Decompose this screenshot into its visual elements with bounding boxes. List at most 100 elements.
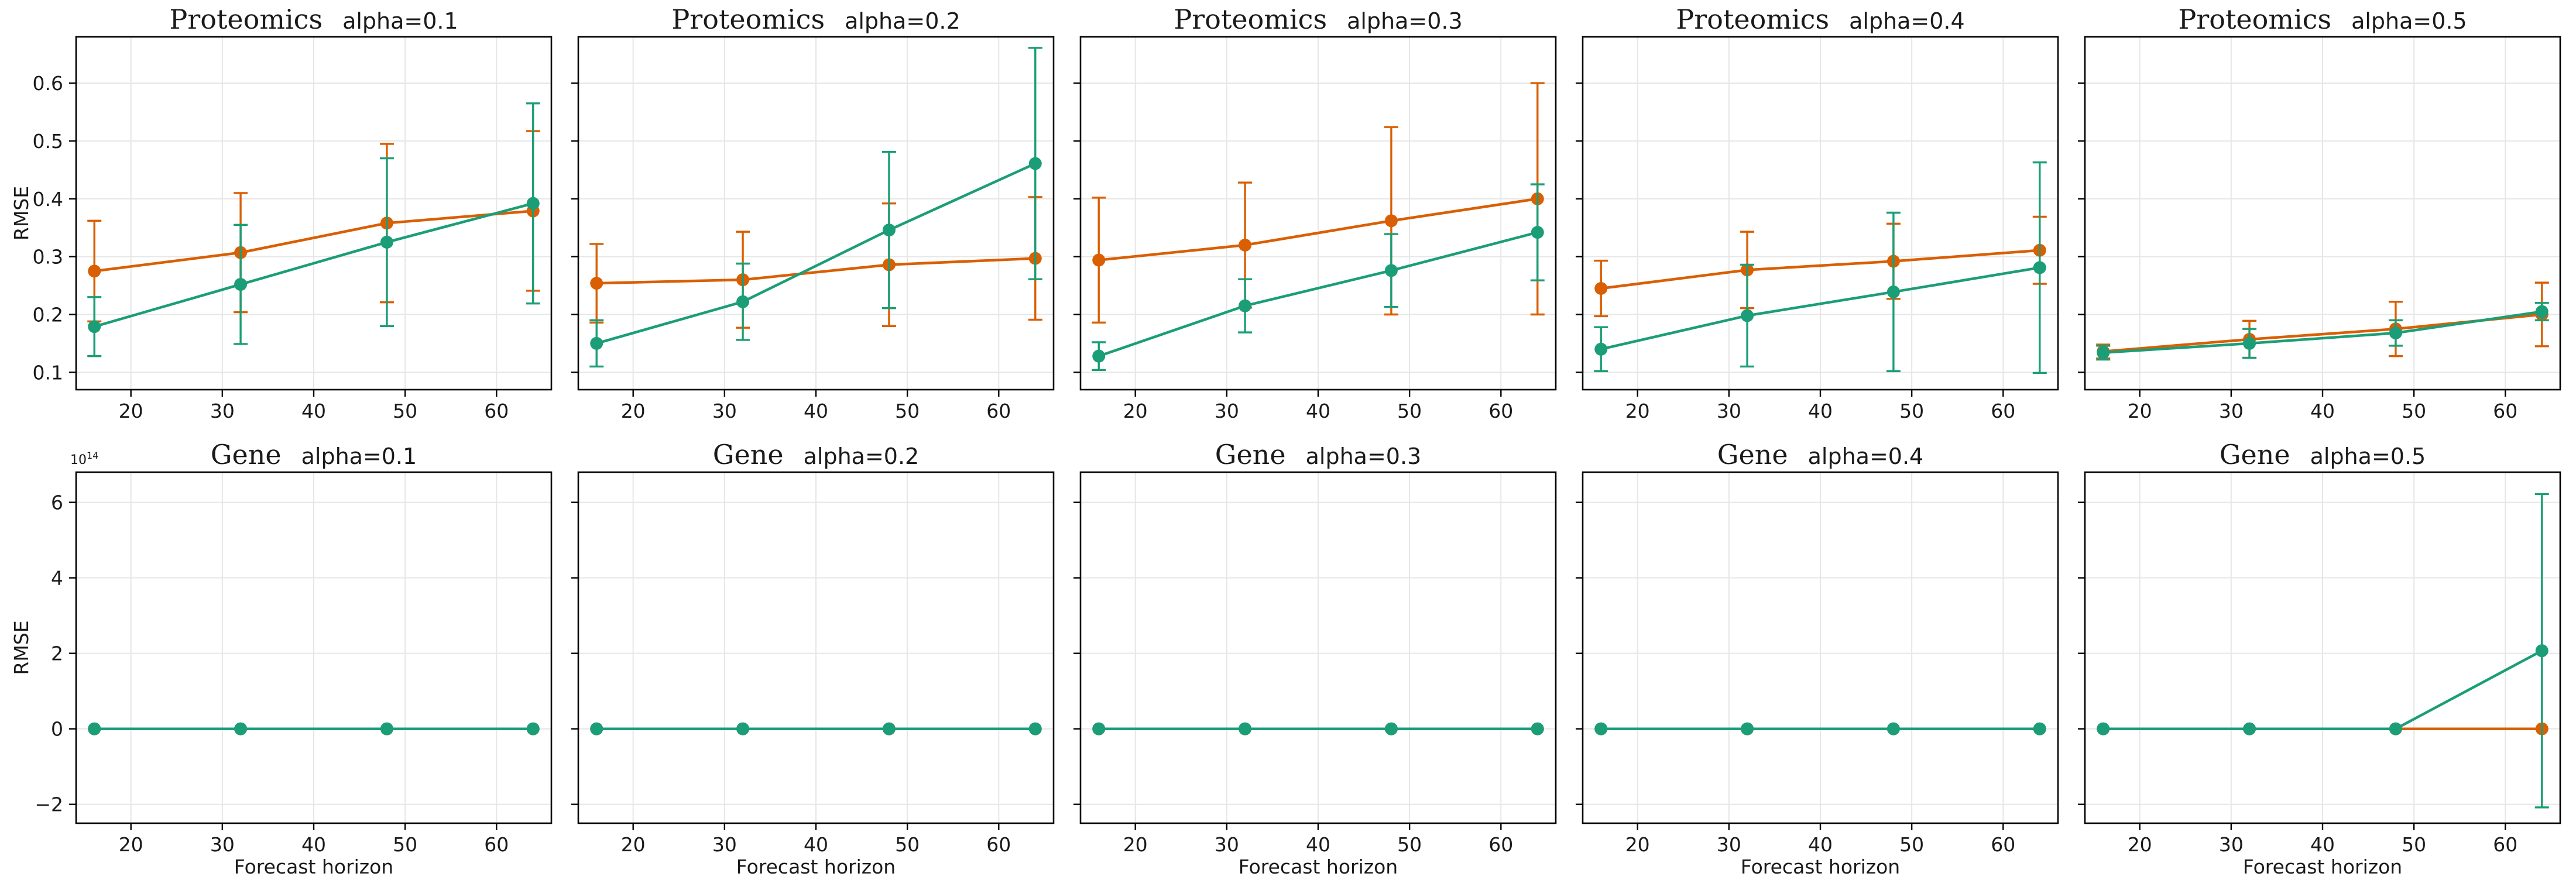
data-point — [1741, 309, 1754, 322]
data-point — [1239, 722, 1252, 735]
data-point — [1531, 226, 1544, 239]
x-tick-label: 20 — [1625, 833, 1650, 856]
data-point — [1092, 253, 1106, 267]
x-tick-label: 40 — [1808, 833, 1833, 856]
data-point — [1594, 722, 1608, 735]
panel-2: 20 30 40 50 60 Proteomics alpha=0.2 — [571, 4, 1055, 422]
x-tick-label: 40 — [2310, 400, 2335, 422]
y-tick-label: 0.5 — [33, 130, 63, 153]
x-tick-label: 50 — [2402, 833, 2426, 856]
x-tick-label: 40 — [1808, 400, 1833, 422]
data-point — [2535, 305, 2548, 318]
series-2 — [1092, 183, 1545, 372]
panel-title: Gene alpha=0.1 — [211, 439, 417, 470]
data-point — [380, 722, 393, 735]
x-tick-label: 20 — [119, 833, 143, 856]
series-2 — [1092, 722, 1544, 735]
panel-title: Gene alpha=0.3 — [1215, 439, 1421, 470]
data-point — [1092, 349, 1106, 363]
x-tick-label: 20 — [2128, 833, 2152, 856]
axes-frame — [2084, 471, 2561, 824]
x-tick-label: 30 — [210, 833, 235, 856]
series-line — [1099, 197, 1538, 262]
panel-8: 20 30 40 50 60 Gene alpha=0.3 Forecast horizon — [1073, 439, 1557, 878]
x-tick-label: 50 — [1899, 400, 1924, 422]
x-tick-label: 50 — [895, 400, 920, 422]
x-tick-label: 30 — [712, 400, 737, 422]
series-line — [2103, 649, 2543, 730]
x-tick-label: 20 — [621, 833, 646, 856]
data-point — [88, 320, 101, 333]
y-tick-label: 0.2 — [33, 303, 63, 326]
y-tick-label: 0.6 — [33, 72, 63, 95]
data-point — [1028, 157, 1042, 170]
x-tick-label: 20 — [119, 400, 143, 422]
x-tick-label: 30 — [712, 833, 737, 856]
x-tick-label: 60 — [484, 400, 509, 422]
panel-title: Proteomics alpha=0.4 — [1676, 4, 1964, 35]
x-tick-label: 30 — [2219, 833, 2244, 856]
panel-title: Proteomics alpha=0.5 — [2178, 4, 2467, 35]
x-axis-label: Forecast horizon — [1239, 855, 1398, 878]
axes-frame — [1582, 36, 2059, 391]
x-tick-label: 30 — [2219, 400, 2244, 422]
x-tick-label: 40 — [301, 400, 326, 422]
x-tick-label: 30 — [1717, 400, 1741, 422]
x-tick-label: 40 — [1306, 833, 1330, 856]
x-axis-label: Forecast horizon — [2243, 855, 2402, 878]
data-point — [2389, 722, 2402, 735]
x-tick-label: 40 — [804, 400, 828, 422]
panel-title: Gene alpha=0.2 — [713, 439, 919, 470]
data-point — [526, 197, 540, 210]
series-line — [94, 209, 533, 273]
data-point — [380, 235, 393, 249]
x-tick-label: 60 — [2493, 400, 2517, 422]
panel-title: Gene alpha=0.4 — [1717, 439, 1923, 470]
data-point — [88, 264, 101, 278]
x-tick-label: 30 — [1215, 833, 1239, 856]
y-tick-label: 0 — [51, 718, 63, 741]
data-point — [1886, 722, 1900, 735]
series-line — [1600, 249, 2040, 290]
data-point — [1594, 282, 1608, 295]
data-point — [2243, 722, 2256, 735]
axes-frame — [2084, 36, 2561, 391]
y-tick-label: 6 — [51, 491, 63, 514]
axes-frame — [1079, 36, 1557, 391]
data-point — [234, 278, 248, 291]
panel-title: Proteomics alpha=0.1 — [169, 4, 458, 35]
x-tick-label: 40 — [301, 833, 326, 856]
data-point — [2097, 722, 2110, 735]
panel-title: Proteomics alpha=0.3 — [1174, 4, 1462, 35]
x-tick-label: 50 — [393, 400, 417, 422]
data-point — [2243, 336, 2256, 350]
data-point — [88, 722, 101, 735]
data-point — [1028, 722, 1042, 735]
y-axis-label: RMSE — [10, 186, 33, 240]
y-tick-label: 0.1 — [33, 361, 63, 384]
axes-frame — [75, 471, 553, 824]
data-point — [526, 722, 540, 735]
data-point — [2033, 261, 2046, 274]
data-point — [234, 722, 248, 735]
x-tick-label: 40 — [2310, 833, 2335, 856]
panel-title: Gene alpha=0.5 — [2220, 439, 2426, 470]
x-tick-label: 30 — [1717, 833, 1741, 856]
panel-3: 20 30 40 50 60 Proteomics alpha=0.3 — [1073, 4, 1557, 422]
series-line — [1600, 266, 2040, 350]
y-tick-label: 0.4 — [33, 188, 63, 211]
data-point — [1594, 342, 1608, 356]
data-point — [590, 277, 603, 290]
x-tick-label: 50 — [1899, 833, 1924, 856]
data-point — [1886, 285, 1900, 298]
series-2 — [2096, 302, 2549, 361]
series-line — [596, 162, 1036, 345]
data-point — [882, 722, 896, 735]
x-axis-label: Forecast horizon — [234, 855, 393, 878]
series-2 — [1594, 161, 2047, 374]
y-axis-label: RMSE — [10, 620, 33, 675]
x-tick-label: 40 — [1306, 400, 1330, 422]
data-point — [1092, 722, 1106, 735]
x-axis-label: Forecast horizon — [1741, 855, 1900, 878]
